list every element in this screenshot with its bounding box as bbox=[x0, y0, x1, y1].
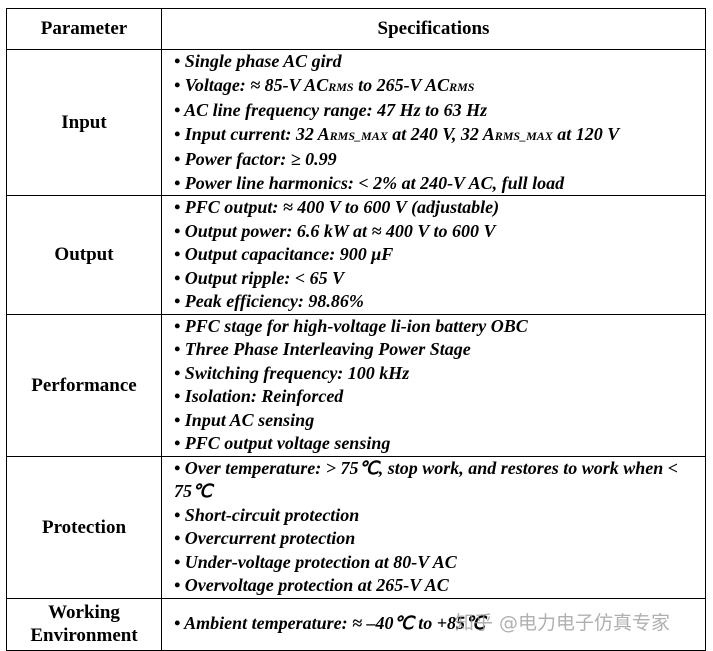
spec-text: • Short-circuit protection bbox=[174, 504, 360, 525]
spec-item: • Overcurrent protection bbox=[174, 527, 699, 551]
table-row: Protection • Over temperature: > 75℃, sto… bbox=[6, 455, 706, 599]
subscript: RMS_MAX bbox=[329, 128, 388, 143]
subscript: RMS bbox=[449, 79, 475, 94]
spec-item: • PFC output voltage sensing bbox=[174, 432, 699, 456]
specifications-cell: • Over temperature: > 75℃, stop work, an… bbox=[161, 455, 706, 599]
spec-item: • Short-circuit protection bbox=[174, 504, 699, 528]
spec-item: • PFC stage for high-voltage li-ion batt… bbox=[174, 315, 699, 339]
parameter-cell: Output bbox=[6, 195, 162, 315]
spec-text: • Under-voltage protection at 80-V AC bbox=[174, 551, 457, 572]
spec-item: • Power line harmonics: < 2% at 240-V AC… bbox=[174, 172, 699, 196]
spec-text: • Peak efficiency: 98.86% bbox=[174, 291, 364, 311]
spec-item: • Output ripple: < 65 V bbox=[174, 267, 699, 291]
parameter-cell: Input bbox=[6, 49, 162, 196]
watermark: 知乎 @电力电子仿真专家 bbox=[455, 612, 671, 634]
subscript: RMS_MAX bbox=[494, 128, 553, 143]
spec-text: • Ambient temperature: ≈ –40℃ to +85℃ bbox=[174, 613, 486, 634]
spec-text: • Output ripple: < 65 V bbox=[174, 267, 345, 288]
spec-table: Parameter Specifications Input • Single p… bbox=[6, 8, 706, 651]
spec-text: • Input AC sensing bbox=[174, 409, 315, 430]
spec-text: • Three Phase Interleaving Power Stage bbox=[174, 339, 471, 359]
spec-text: • Switching frequency: 100 kHz bbox=[174, 362, 410, 383]
parameter-cell: Working Environment bbox=[6, 597, 162, 651]
spec-text: • Power factor: ≥ 0.99 bbox=[174, 149, 337, 169]
spec-text: • Over temperature: > 75℃, stop work, an… bbox=[174, 457, 679, 502]
header-specifications: Specifications bbox=[161, 8, 706, 50]
table-row: Input • Single phase AC gird • Voltage: ≈ … bbox=[6, 49, 706, 196]
spec-text: • Overcurrent protection bbox=[174, 528, 356, 548]
spec-item: • Voltage: ≈ 85-V ACRMS to 265-V ACRMS bbox=[174, 74, 699, 100]
spec-text: • Output power: 6.6 kW at ≈ 400 V to 600… bbox=[174, 220, 496, 241]
header-row: Parameter Specifications bbox=[6, 8, 706, 50]
spec-text: • Output capacitance: 900 μF bbox=[174, 244, 394, 264]
spec-item: • Peak efficiency: 98.86% bbox=[174, 290, 699, 314]
spec-text: • Voltage: ≈ 85-V AC bbox=[174, 74, 329, 95]
spec-text: at 120 V bbox=[552, 123, 620, 144]
spec-item: • Output capacitance: 900 μF bbox=[174, 243, 699, 267]
spec-text: • Input current: 32 A bbox=[174, 123, 330, 144]
subscript: RMS bbox=[328, 79, 354, 94]
spec-item: • Input AC sensing bbox=[174, 409, 699, 433]
spec-item: • Overvoltage protection at 265-V AC bbox=[174, 574, 699, 598]
spec-item: • Three Phase Interleaving Power Stage bbox=[174, 338, 699, 362]
spec-item: • Switching frequency: 100 kHz bbox=[174, 362, 699, 386]
spec-text: at 240 V, 32 A bbox=[387, 123, 495, 144]
specifications-cell: • PFC output: ≈ 400 V to 600 V (adjustab… bbox=[161, 195, 706, 315]
spec-text: • Single phase AC gird bbox=[174, 51, 342, 71]
spec-text: • Isolation: Reinforced bbox=[174, 386, 344, 406]
specifications-cell: • Single phase AC gird • Voltage: ≈ 85-V … bbox=[161, 49, 706, 196]
spec-text: • Overvoltage protection at 265-V AC bbox=[174, 575, 449, 595]
table-row: Working Environment • Ambient temperature… bbox=[6, 597, 706, 651]
parameter-cell: Protection bbox=[6, 455, 162, 599]
table-row: Performance • PFC stage for high-voltage … bbox=[6, 313, 706, 457]
spec-text: • PFC output voltage sensing bbox=[174, 433, 391, 453]
spec-text: • AC line frequency range: 47 Hz to 63 H… bbox=[174, 100, 488, 120]
spec-item: • Isolation: Reinforced bbox=[174, 385, 699, 409]
table-row: Output • PFC output: ≈ 400 V to 600 V (ad… bbox=[6, 195, 706, 315]
spec-item: • Output power: 6.6 kW at ≈ 400 V to 600… bbox=[174, 220, 699, 244]
specifications-cell: • PFC stage for high-voltage li-ion batt… bbox=[161, 313, 706, 457]
specifications-cell: • Ambient temperature: ≈ –40℃ to +85℃ bbox=[161, 597, 706, 651]
spec-item: • Input current: 32 ARMS_MAX at 240 V, 3… bbox=[174, 123, 699, 149]
spec-text: to 265-V AC bbox=[353, 74, 450, 95]
spec-item: • Under-voltage protection at 80-V AC bbox=[174, 551, 699, 575]
spec-item: • Ambient temperature: ≈ –40℃ to +85℃ bbox=[174, 612, 699, 636]
header-parameter: Parameter bbox=[6, 8, 162, 50]
spec-item: • Over temperature: > 75℃, stop work, an… bbox=[174, 457, 699, 504]
spec-item: • Single phase AC gird bbox=[174, 50, 699, 74]
spec-item: • AC line frequency range: 47 Hz to 63 H… bbox=[174, 99, 699, 123]
parameter-cell: Performance bbox=[6, 313, 162, 457]
spec-text: • Power line harmonics: < 2% at 240-V AC… bbox=[174, 172, 565, 193]
spec-item: • PFC output: ≈ 400 V to 600 V (adjustab… bbox=[174, 196, 699, 220]
spec-text: • PFC stage for high-voltage li-ion batt… bbox=[174, 315, 528, 336]
spec-text: • PFC output: ≈ 400 V to 600 V (adjustab… bbox=[174, 197, 500, 217]
spec-item: • Power factor: ≥ 0.99 bbox=[174, 148, 699, 172]
